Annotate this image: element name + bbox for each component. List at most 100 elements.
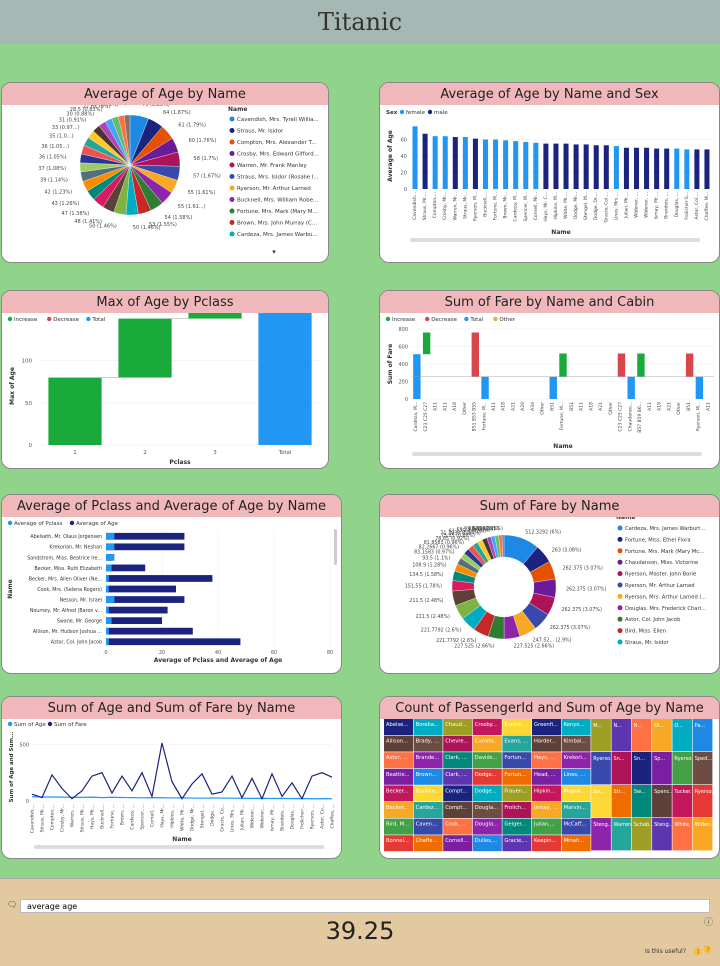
treemap-cell <box>611 818 632 851</box>
x-tick-label: Crosby, Mr... <box>442 192 448 220</box>
treemap-cell <box>561 835 591 852</box>
hbar-chart[interactable]: Average of Pclass Average of Age 0 20 40 60 80… <box>2 517 341 673</box>
horizontal-scrollbar[interactable] <box>410 238 700 242</box>
treemap-cell <box>672 818 693 851</box>
donut-chart-card[interactable]: Sum of Fare by Name 512.3292 (6%) 263 (3.… <box>379 494 720 674</box>
donut-data-label: 108.9 (1.28%) <box>412 563 446 569</box>
bar <box>533 142 539 189</box>
vertical-scrollbar[interactable] <box>334 529 337 565</box>
treemap-chart[interactable]: Abelse... Allison... Astor, ... Beattie... B… <box>380 719 719 858</box>
qa-panel: 🗨 average age ⓘ 39.25 Is this useful? 👍👎 <box>0 878 720 966</box>
legend-marker <box>229 162 235 168</box>
treemap-cell <box>532 719 561 735</box>
info-icon[interactable]: ⓘ <box>703 918 713 928</box>
bar <box>106 627 193 635</box>
x-axis-label: Name <box>551 229 570 236</box>
legend-marker <box>425 316 430 322</box>
legend-item: Sum of Age <box>14 722 46 728</box>
x-tick-label: A11 <box>579 402 585 411</box>
bar <box>563 143 569 189</box>
thumbs-icon[interactable]: 👍👎 <box>692 946 712 955</box>
horizontal-scrollbar[interactable] <box>34 845 324 849</box>
line-chart[interactable]: Sum of Age Sum of Fare 0 500 Cavendish,... St… <box>2 719 341 858</box>
x-tick-label: Cardeza, M... <box>513 192 519 221</box>
legend-title: Name <box>616 517 635 521</box>
treemap-label: Ryerso... <box>695 789 717 795</box>
x-tick-label: Gracie, Col.... <box>603 192 609 222</box>
treemap-cell <box>561 785 591 802</box>
bar <box>106 638 241 646</box>
x-tick-label: Ryerson, M... <box>472 192 478 221</box>
legend-item: male <box>434 110 448 116</box>
line-chart-card[interactable]: Sum of Age and Sum of Fare by Name Sum o… <box>1 696 342 859</box>
pie-data-label: 30 (0.88%) <box>66 112 94 118</box>
legend-marker <box>47 316 52 322</box>
pie-chart[interactable]: 76 (2.23%) 64 (1.87%) 61 (1.79%) 60 (1.76%)… <box>2 105 328 262</box>
horizontal-scrollbar[interactable] <box>412 452 702 456</box>
chat-icon[interactable]: 🗨 <box>7 900 18 909</box>
bar <box>593 145 599 189</box>
treemap-label: N... <box>634 723 643 729</box>
pie-data-label: 27 (0.79%) <box>83 105 111 110</box>
bar <box>694 149 700 189</box>
treemap-label: Str... <box>614 789 626 795</box>
bar <box>452 137 458 189</box>
bar-chart-sex[interactable]: Sex female male 0 20 40 60 Cavendish... Straus, … <box>380 105 719 262</box>
y-tick-label: Abelseth, Mr. Olaus Jorgensen <box>30 534 102 540</box>
bar-chart-sex-card[interactable]: Average of Age by Name and Sex Sex female… <box>379 82 720 263</box>
treemap-label: Marvin... <box>564 805 587 811</box>
waterfall-bar <box>637 353 645 377</box>
legend-marker <box>385 316 391 322</box>
treemap-card[interactable]: Count of PassengerId and Sum of Age by N… <box>379 696 720 859</box>
treemap-cell <box>631 818 652 851</box>
hbar-chart-card[interactable]: Average of Pclass and Average of Age by … <box>1 494 342 674</box>
x-tick-label: Widener,... <box>250 804 256 828</box>
bar <box>684 149 690 189</box>
treemap-cell <box>672 719 693 752</box>
legend-marker <box>229 197 235 202</box>
waterfall-fare-chart[interactable]: Increase Decrease Total Other 0 200 400 600 800 C… <box>380 313 719 468</box>
legend-marker <box>617 571 623 577</box>
qa-input[interactable]: average age <box>20 899 710 913</box>
y-tick-label: Sandstrom, Miss. Beatrice Ire... <box>27 555 102 561</box>
treemap-cell <box>652 719 672 752</box>
legend-item: Ryerson, Master. John Borie <box>625 572 696 578</box>
donut-data-label: 53.1 (0.62%) <box>464 527 495 533</box>
pie-chart-card[interactable]: Average of Age by Name 76 (2.23%) 64 (1.8… <box>1 82 329 263</box>
treemap-cell <box>561 818 591 835</box>
treemap-cell <box>532 735 561 752</box>
treemap-cell <box>561 735 591 752</box>
y-tick-label: 500 <box>19 742 29 748</box>
waterfall-pclass-card[interactable]: Max of Age by Pclass Increase Decrease Tot… <box>1 290 329 469</box>
treemap-cell <box>384 802 413 818</box>
donut-data-label: 221.7792 (2.6%) <box>436 638 476 644</box>
waterfall-pclass-chart[interactable]: Increase Decrease Total 0 50 100 1 2 3 Total Max o… <box>2 313 328 468</box>
legend-marker <box>427 109 433 115</box>
pie-data-label: 55 (1.61...) <box>178 204 206 210</box>
useful-prompt: Is this useful? <box>644 948 686 955</box>
pie-slice <box>124 114 131 166</box>
legend-marker <box>617 593 623 599</box>
legend-marker <box>617 616 623 622</box>
bar <box>704 149 710 189</box>
y-axis-label: Sum of Fare <box>387 344 394 385</box>
bar <box>106 575 109 582</box>
x-tick-label: Hipkins, ... <box>170 804 176 828</box>
waterfall-fare-card[interactable]: Sum of Fare by Name and Cabin Increase De… <box>379 290 720 469</box>
x-tick-label: Stengel, M... <box>583 192 589 220</box>
card-title: Average of Pclass and Average of Age by … <box>2 495 341 517</box>
treemap-label: Sn... <box>634 756 646 762</box>
legend-item: Decrease <box>431 317 457 323</box>
donut-chart[interactable]: 512.3292 (6%) 263 (3.08%) 262.375 (3.07%) 2… <box>380 517 719 673</box>
pie-data-label: 57 (1.67%) <box>193 174 221 180</box>
x-tick-label: Widener, ... <box>634 192 640 218</box>
donut-data-label: 262.375 (3.07%) <box>563 566 603 572</box>
y-tick-label: 0 <box>26 799 29 805</box>
legend-item: Astor, Col. John Jacob <box>625 617 681 623</box>
bar <box>106 596 115 603</box>
treemap-label: Minah... <box>564 838 585 844</box>
x-tick-label: Straus, Mr.... <box>80 804 86 832</box>
bar <box>654 148 660 189</box>
treemap-cell <box>631 785 652 818</box>
legend-marker <box>229 116 235 122</box>
